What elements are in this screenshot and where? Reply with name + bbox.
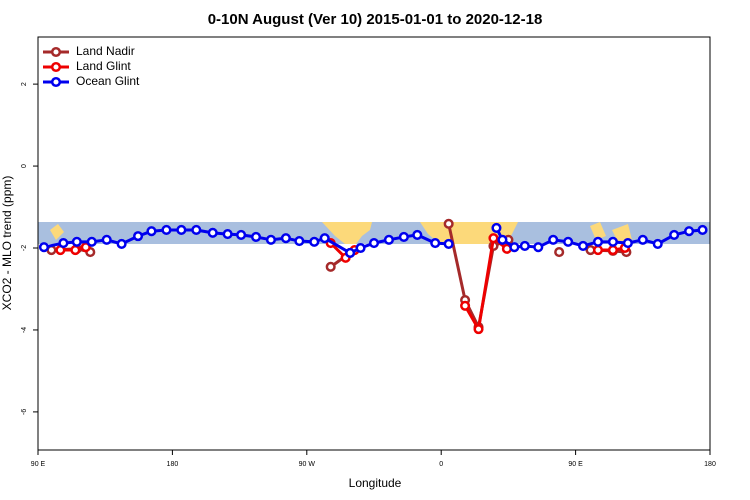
series-point [652,238,663,249]
series-line [43,227,703,255]
series-point [345,247,356,258]
series-point [519,240,530,252]
series-point [554,247,565,258]
series-point [491,222,502,233]
series-point [398,231,409,242]
y-tick-label: 0 [21,164,28,168]
chart-title: 0-10N August (Ver 10) 2015-01-01 to 2020… [208,11,543,28]
y-tick-label: 2 [21,82,28,86]
series-point [368,238,380,249]
series-point [509,242,520,253]
x-tick-label: 90 E [568,461,583,468]
series-point [669,229,680,240]
y-axis-label: XCO2 - MLO trend (ppm) [0,176,14,311]
series-point [563,236,574,247]
x-axis-label: Longitude [349,476,402,490]
series-point [697,224,708,236]
series-point [58,238,69,249]
series-point [319,233,330,244]
series-point [497,234,508,245]
series-point [592,236,604,247]
series-point [161,224,172,236]
series-point [71,236,82,247]
series-point [355,242,366,254]
y-tick-label: -4 [21,327,28,333]
legend-marker [50,76,62,88]
series-point [146,226,157,237]
x-tick-label: 90 W [299,461,316,468]
y-tick-label: -6 [21,409,28,415]
series-point [533,242,544,253]
series-point [460,300,471,311]
series-point [488,233,499,244]
legend-label: Ocean Glint [76,74,140,88]
series-point [250,231,262,242]
x-tick-label: 180 [704,461,716,468]
series-point [578,240,589,252]
series-point [207,227,218,238]
x-tick-label: 180 [167,461,179,468]
series-point [412,229,423,240]
series-point [637,234,648,245]
series-point [101,234,112,245]
ocean-band [38,222,710,244]
series-point [607,236,618,247]
series-point [548,234,559,245]
plot-box [37,36,711,451]
series-point [684,226,695,237]
series-point [265,234,277,245]
legend-label: Land Glint [76,59,131,73]
x-tick-label: 90 E [31,461,46,468]
series-point [430,238,441,249]
series-point [38,242,50,253]
series-point [133,231,144,242]
series-point [294,235,305,247]
land-america [322,222,372,244]
series-point [325,261,336,272]
series-point [592,245,604,256]
y-tick-label: -2 [21,245,28,251]
series-point [383,234,394,245]
series-point [116,238,127,249]
series-point [622,238,633,249]
legend-label: Land Nadir [76,44,135,58]
series-point [280,233,291,244]
series-point [443,218,454,229]
series-point [443,238,454,249]
series-point [473,324,484,335]
series-point [607,245,618,256]
series-point [191,224,202,236]
series-point [176,224,187,236]
legend-marker [50,61,62,73]
legend-marker [50,46,62,58]
series-point [309,236,320,247]
x-tick-label: 0 [439,461,443,468]
series-point [86,236,97,247]
series-point [80,242,91,253]
series-point [70,245,81,256]
series-point [222,229,233,240]
series-point [236,229,247,240]
